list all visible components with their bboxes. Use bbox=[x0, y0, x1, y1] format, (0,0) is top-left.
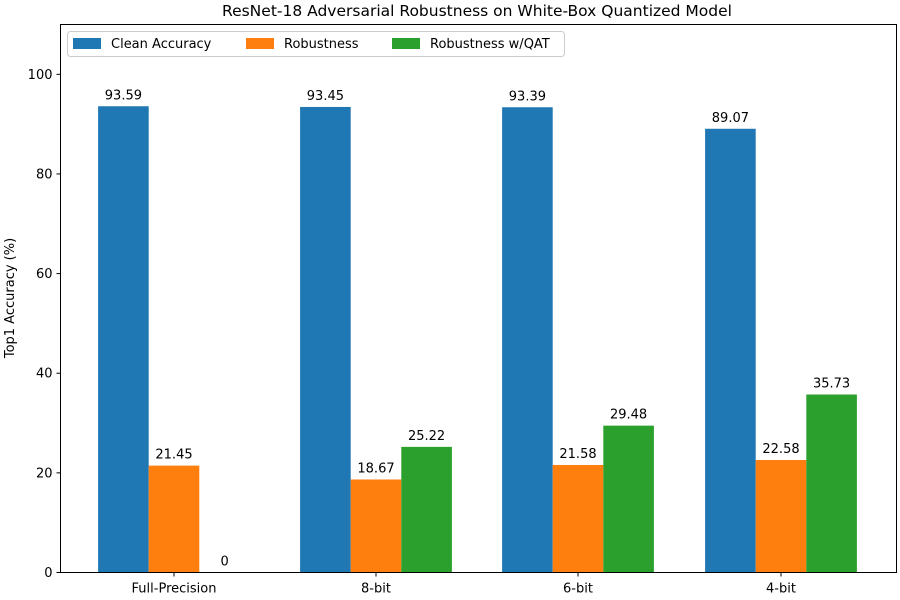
legend-swatch-0 bbox=[73, 38, 101, 49]
x-axis: Full-Precision 8-bit 6-bit 4-bit bbox=[132, 572, 796, 597]
bar-1-3 bbox=[755, 460, 807, 573]
bar-0-3 bbox=[705, 128, 756, 573]
x-tick-label-0: Full-Precision bbox=[132, 582, 217, 597]
bar-1-0 bbox=[148, 465, 200, 573]
data-label-1-0: 21.45 bbox=[155, 448, 192, 463]
data-label-0-3: 89.07 bbox=[712, 111, 749, 126]
y-axis: 0 20 40 60 80 100 bbox=[28, 68, 61, 581]
data-label-1-1: 18.67 bbox=[357, 461, 394, 476]
legend-swatch-1 bbox=[246, 38, 274, 49]
value-labels-layer: 93.59 93.45 93.39 89.07 21.45 18.67 21.58 22.58… bbox=[105, 88, 850, 569]
y-tick-label-5: 100 bbox=[28, 68, 53, 83]
bar-2-3 bbox=[806, 394, 857, 573]
data-label-0-2: 93.39 bbox=[509, 89, 546, 104]
bar-1-1 bbox=[350, 479, 402, 573]
x-tick-label-2: 6-bit bbox=[563, 582, 593, 597]
bar-2-1 bbox=[401, 446, 452, 573]
bar-0-1 bbox=[300, 106, 351, 573]
x-tick-label-3: 4-bit bbox=[766, 582, 796, 597]
y-tick-label-1: 20 bbox=[36, 466, 53, 481]
y-tick-label-4: 80 bbox=[36, 167, 53, 182]
data-label-2-1: 25.22 bbox=[408, 429, 445, 444]
legend-swatch-2 bbox=[392, 38, 420, 49]
legend-box bbox=[67, 31, 565, 57]
y-tick-label-0: 0 bbox=[44, 566, 52, 581]
plot-frame bbox=[60, 24, 897, 573]
chart-title: ResNet-18 Adversarial Robustness on Whit… bbox=[222, 2, 732, 20]
legend-label-1: Robustness bbox=[284, 37, 359, 52]
bar-1-2 bbox=[552, 464, 604, 573]
data-label-2-3: 35.73 bbox=[813, 377, 850, 392]
legend-label-0: Clean Accuracy bbox=[111, 37, 212, 52]
data-label-0-0: 93.59 bbox=[105, 88, 142, 103]
y-tick-label-2: 40 bbox=[36, 367, 53, 382]
legend: Clean Accuracy Robustness Robustness w/QAT bbox=[67, 31, 565, 57]
y-axis-label: Top1 Accuracy (%) bbox=[3, 238, 18, 359]
bars-layer bbox=[98, 106, 857, 573]
bar-0-0 bbox=[98, 106, 149, 573]
y-tick-label-3: 60 bbox=[36, 267, 53, 282]
data-label-2-2: 29.48 bbox=[610, 408, 647, 423]
bar-2-2 bbox=[603, 425, 654, 573]
legend-label-2: Robustness w/QAT bbox=[430, 37, 550, 52]
data-label-1-3: 22.58 bbox=[762, 442, 799, 457]
data-label-2-0: 0 bbox=[220, 555, 228, 570]
data-label-1-2: 21.58 bbox=[559, 447, 596, 462]
x-tick-label-1: 8-bit bbox=[361, 582, 391, 597]
data-label-0-1: 93.45 bbox=[307, 89, 344, 104]
bar-0-2 bbox=[502, 107, 553, 573]
